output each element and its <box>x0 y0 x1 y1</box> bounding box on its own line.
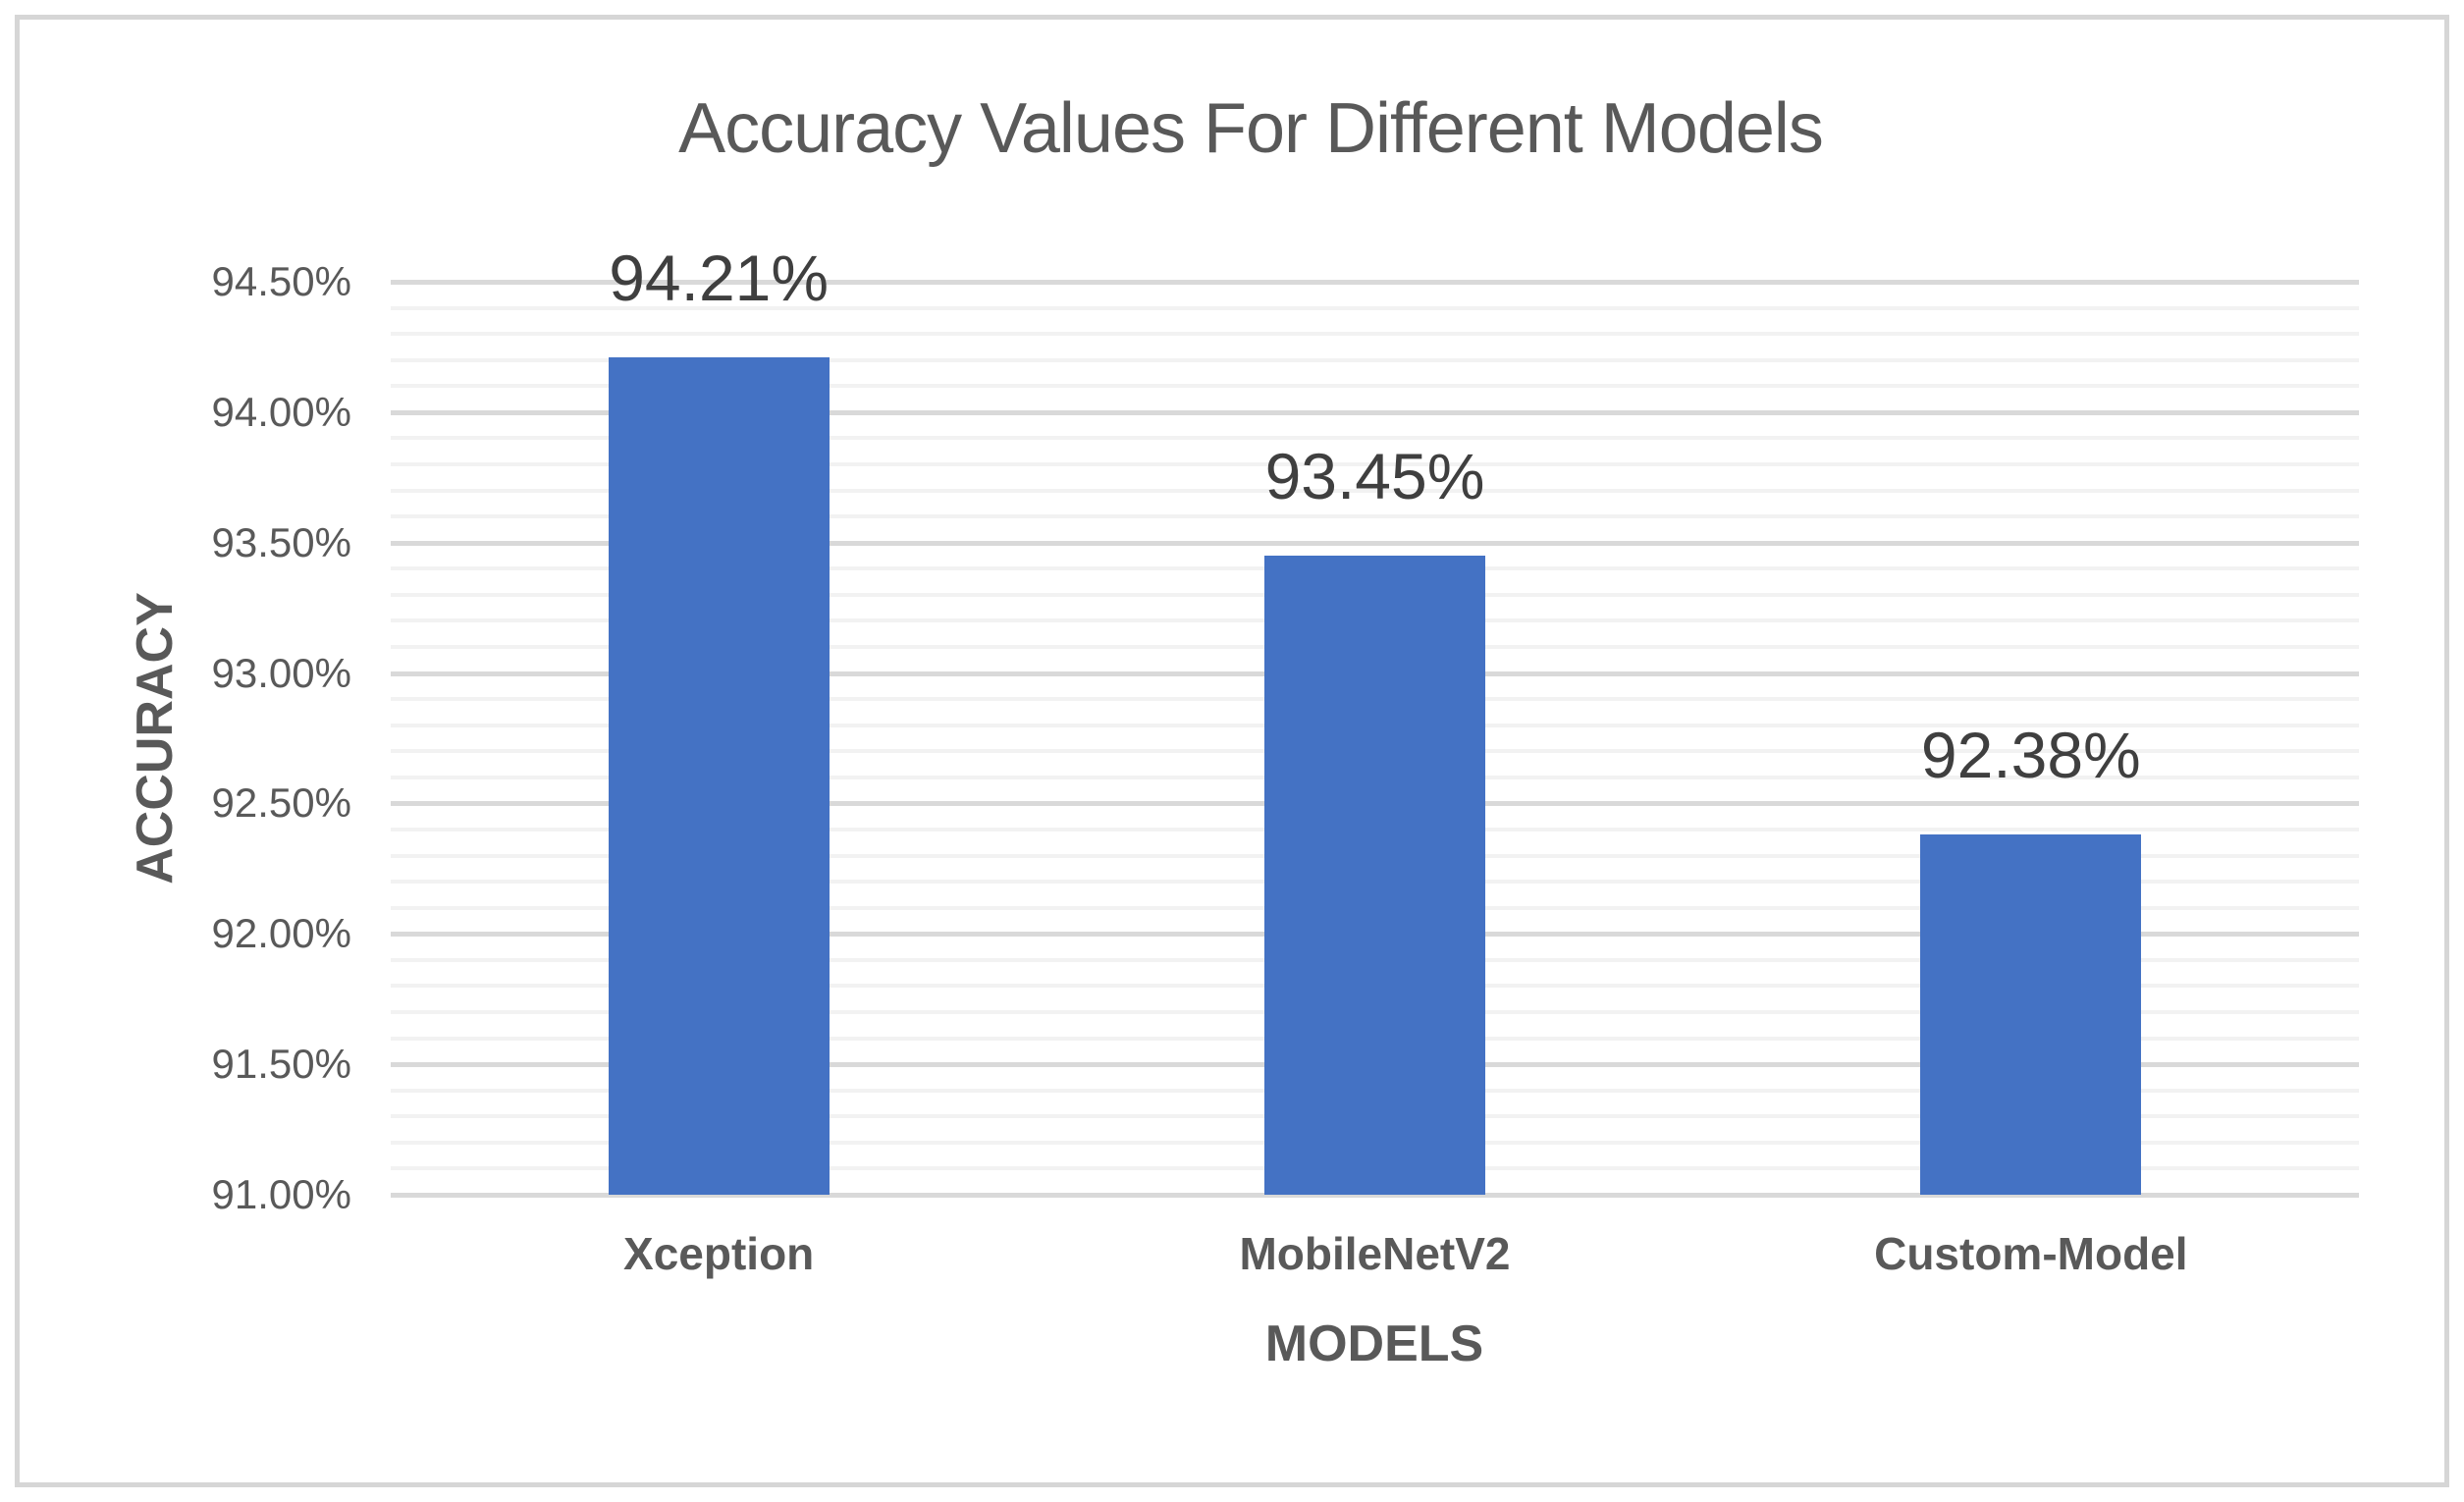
y-tick-label: 92.00% <box>211 910 351 957</box>
major-gridline <box>391 540 2359 546</box>
minor-gridline <box>391 305 2359 310</box>
x-axis-line <box>391 1193 2359 1198</box>
minor-gridline <box>391 357 2359 362</box>
category-label: Xception <box>623 1228 815 1279</box>
y-tick-label: 91.50% <box>211 1041 351 1088</box>
y-tick-label: 94.50% <box>211 258 351 304</box>
major-gridline <box>391 409 2359 415</box>
minor-gridline <box>391 462 2359 466</box>
chart-title: Accuracy Values For Different Models <box>678 89 1824 168</box>
minor-gridline <box>391 332 2359 337</box>
major-gridline <box>391 280 2359 285</box>
x-axis-title: MODELS <box>1264 1315 1484 1372</box>
data-label: 92.38% <box>1920 719 2141 792</box>
y-axis-title: ACCURACY <box>127 592 184 885</box>
category-label: MobileNetV2 <box>1239 1228 1511 1279</box>
y-tick-label: 91.00% <box>211 1171 351 1217</box>
category-label: Custom-Model <box>1874 1228 2188 1279</box>
minor-gridline <box>391 384 2359 389</box>
y-tick-label: 92.50% <box>211 779 351 827</box>
y-tick-label: 93.50% <box>211 518 351 565</box>
y-tick-label: 93.00% <box>211 649 351 696</box>
data-label: 94.21% <box>609 241 830 315</box>
bar-xception <box>608 357 830 1195</box>
minor-gridline <box>391 488 2359 493</box>
minor-gridline <box>391 436 2359 441</box>
bar-custom-model <box>1920 834 2142 1195</box>
y-tick-label: 94.00% <box>211 388 351 435</box>
data-label: 93.45% <box>1264 440 1485 512</box>
bar-mobilenetv2 <box>1264 556 1485 1195</box>
minor-gridline <box>391 514 2359 519</box>
